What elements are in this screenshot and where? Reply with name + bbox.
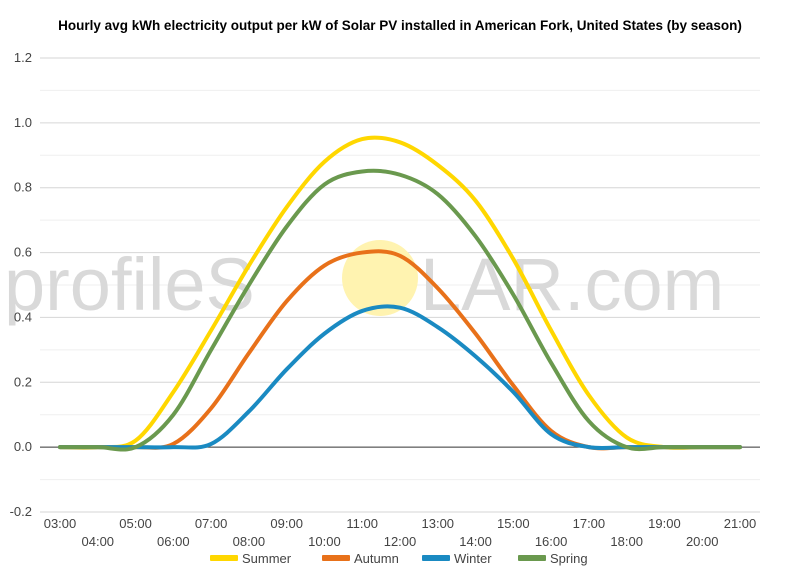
watermark-text-left: profileS <box>4 243 255 326</box>
series-line-spring <box>58 168 742 452</box>
x-tick-label: 21:00 <box>724 516 757 531</box>
x-tick-label: 14:00 <box>459 534 492 549</box>
x-tick-label: 19:00 <box>648 516 681 531</box>
x-tick-label: 10:00 <box>308 534 341 549</box>
legend-swatch-autumn <box>322 555 350 561</box>
x-tick-label: 20:00 <box>686 534 719 549</box>
x-tick-label: 03:00 <box>44 516 77 531</box>
x-tick-label: 16:00 <box>535 534 568 549</box>
y-tick-label: 0.0 <box>14 439 32 454</box>
legend-label-winter: Winter <box>454 551 492 566</box>
chart-title: Hourly avg kWh electricity output per kW… <box>58 18 742 33</box>
x-tick-label: 17:00 <box>573 516 606 531</box>
x-tick-label: 11:00 <box>346 516 378 531</box>
legend: Summer Autumn Winter Spring <box>210 551 588 566</box>
legend-label-spring: Spring <box>550 551 588 566</box>
y-tick-label: 0.8 <box>14 180 32 195</box>
y-tick-label: 1.2 <box>14 50 32 65</box>
watermark-text-right: LAR.com <box>420 243 724 326</box>
legend-swatch-spring <box>518 555 546 561</box>
x-tick-label: 08:00 <box>233 534 266 549</box>
x-tick-label: 06:00 <box>157 534 190 549</box>
series-line-summer <box>58 135 742 450</box>
x-tick-label: 05:00 <box>119 516 152 531</box>
x-tick-label: 13:00 <box>422 516 455 531</box>
legend-swatch-summer <box>210 555 238 561</box>
watermark: profileS LAR.com <box>4 240 724 326</box>
y-tick-label: 0.6 <box>14 245 32 260</box>
legend-label-autumn: Autumn <box>354 551 399 566</box>
watermark-sun-icon <box>342 240 418 316</box>
legend-label-summer: Summer <box>242 551 292 566</box>
x-tick-label: 04:00 <box>82 534 115 549</box>
x-tick-label: 07:00 <box>195 516 228 531</box>
x-tick-label: 15:00 <box>497 516 530 531</box>
series-lines <box>58 135 742 452</box>
x-tick-label: 12:00 <box>384 534 417 549</box>
y-axis-ticks: -0.2 0.0 0.2 0.4 0.6 0.8 1.0 1.2 <box>10 50 32 519</box>
x-tick-label: 09:00 <box>270 516 303 531</box>
legend-swatch-winter <box>422 555 450 561</box>
y-tick-label: 0.4 <box>14 309 32 324</box>
x-axis-ticks: 03:00 04:00 05:00 06:00 07:00 08:00 09:00 10:00… <box>44 516 757 549</box>
y-tick-label: -0.2 <box>10 504 32 519</box>
y-tick-label: 1.0 <box>14 115 32 130</box>
x-tick-label: 18:00 <box>610 534 643 549</box>
y-tick-label: 0.2 <box>14 374 32 389</box>
